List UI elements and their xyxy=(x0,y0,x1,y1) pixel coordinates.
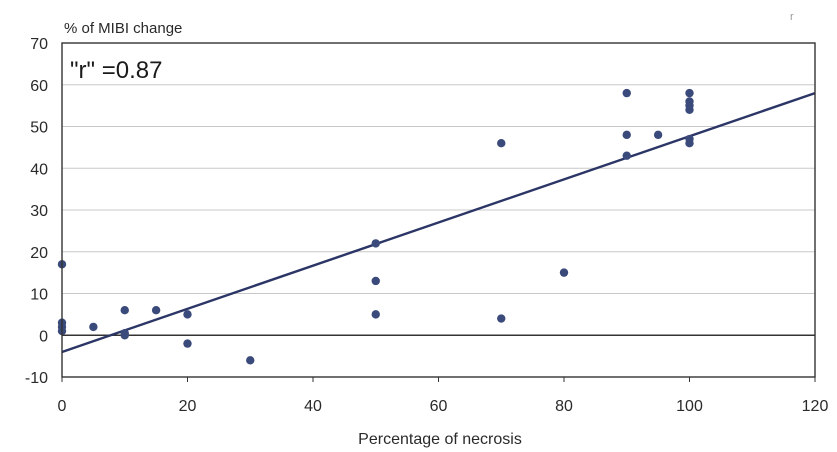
y-tick-label: 70 xyxy=(30,36,48,53)
data-point xyxy=(622,151,631,160)
x-axis-label: Percentage of necrosis xyxy=(358,431,522,448)
data-point xyxy=(183,310,192,319)
data-point xyxy=(246,356,255,365)
chart-title: % of MIBI change xyxy=(64,20,182,37)
data-point xyxy=(183,339,192,348)
data-point xyxy=(497,139,506,148)
data-point xyxy=(653,130,663,140)
plot-frame xyxy=(61,42,816,378)
y-tick-label: 50 xyxy=(30,120,48,137)
x-tick-label: 80 xyxy=(555,398,573,415)
x-tick-label: 60 xyxy=(430,398,448,415)
x-tick-label: 0 xyxy=(58,398,67,415)
data-point xyxy=(371,276,380,286)
data-point xyxy=(685,105,694,115)
x-tick-label: 100 xyxy=(676,398,703,415)
correlation-annotation: "r" =0.87 xyxy=(70,57,162,84)
data-point xyxy=(622,88,631,98)
data-point xyxy=(371,310,380,319)
y-tick-label: 60 xyxy=(30,78,48,95)
tick-labels: -10 0 10 20 30 40 50 60 70 0 20 40 60 80 100 120 xyxy=(25,36,829,415)
y-tick-label: -10 xyxy=(25,370,48,387)
grid-lines xyxy=(62,84,815,337)
data-point xyxy=(559,268,569,277)
data-point xyxy=(371,239,380,248)
data-point xyxy=(685,88,694,98)
data-point xyxy=(622,130,631,140)
data-point xyxy=(120,306,129,315)
data-point xyxy=(151,306,161,315)
y-tick-label: 40 xyxy=(30,161,48,178)
x-tick-label: 20 xyxy=(179,398,197,415)
y-tick-label: 20 xyxy=(30,245,48,262)
data-point xyxy=(685,139,694,148)
data-point xyxy=(497,314,506,323)
x-tick-label: 120 xyxy=(802,398,829,415)
axes xyxy=(61,42,816,382)
data-point xyxy=(120,331,129,340)
x-tick-label: 40 xyxy=(304,398,322,415)
corner-mark: r xyxy=(790,11,794,23)
data-point xyxy=(89,322,98,332)
y-tick-label: 10 xyxy=(30,287,48,304)
y-tick-label: 30 xyxy=(30,203,48,220)
y-tick-label: 0 xyxy=(39,328,48,345)
